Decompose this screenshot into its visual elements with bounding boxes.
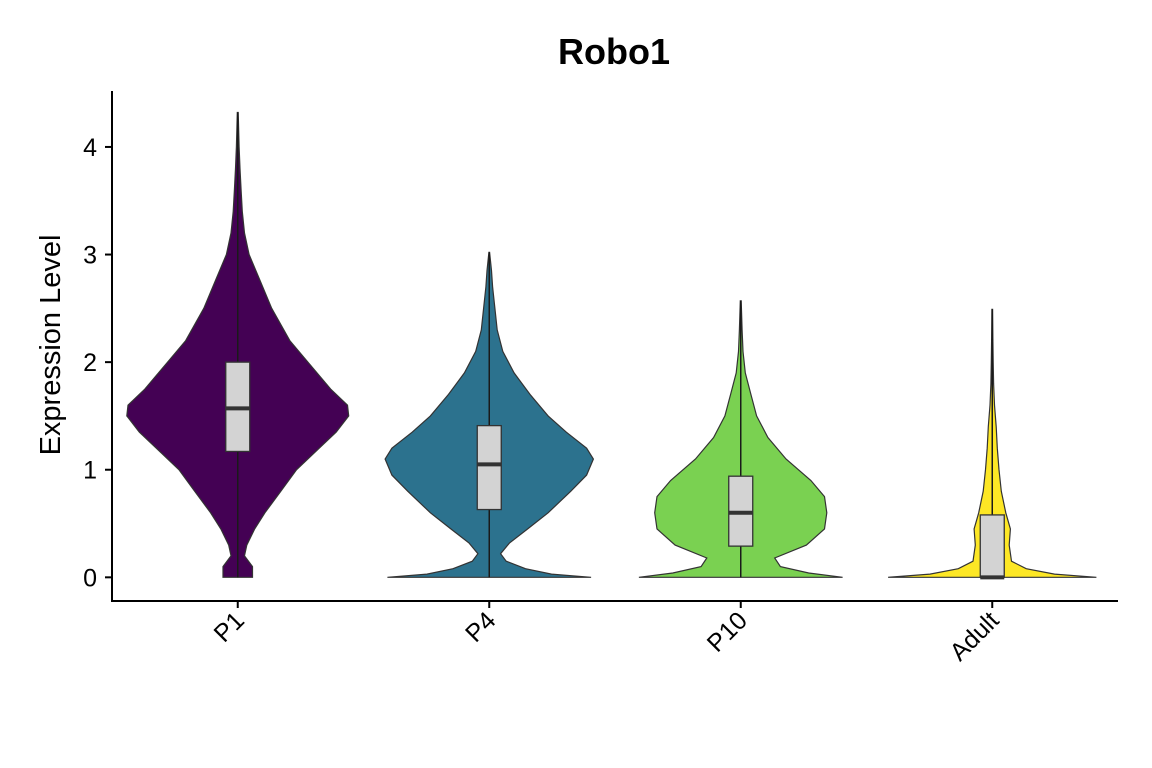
- y-tick-label: 4: [83, 134, 97, 162]
- chart-title: Robo1: [558, 31, 670, 72]
- y-axis-ticks: 0 1 2 3 4: [83, 134, 112, 592]
- violin-group-p4: [384, 251, 595, 578]
- x-axis-ticks: P1 P4 P10 Adult: [209, 601, 1005, 667]
- box-p4: [476, 424, 502, 511]
- y-tick-label: 1: [83, 457, 97, 485]
- x-tick-label-p1: P1: [209, 606, 250, 647]
- plot-area: [126, 111, 1097, 580]
- violin-group-p1: [126, 111, 350, 578]
- violin-group-p10: [638, 300, 843, 578]
- x-tick-label-p4: P4: [460, 606, 501, 647]
- x-tick-label-adult: Adult: [944, 606, 1004, 666]
- y-tick-label: 2: [83, 349, 97, 377]
- violin-group-adult: [888, 308, 1097, 580]
- x-tick-label-p10: P10: [702, 606, 753, 657]
- y-axis-label: Expression Level: [35, 235, 67, 456]
- box-adult: [979, 514, 1005, 578]
- y-tick-label: 0: [83, 564, 97, 592]
- y-tick-label: 3: [83, 242, 97, 270]
